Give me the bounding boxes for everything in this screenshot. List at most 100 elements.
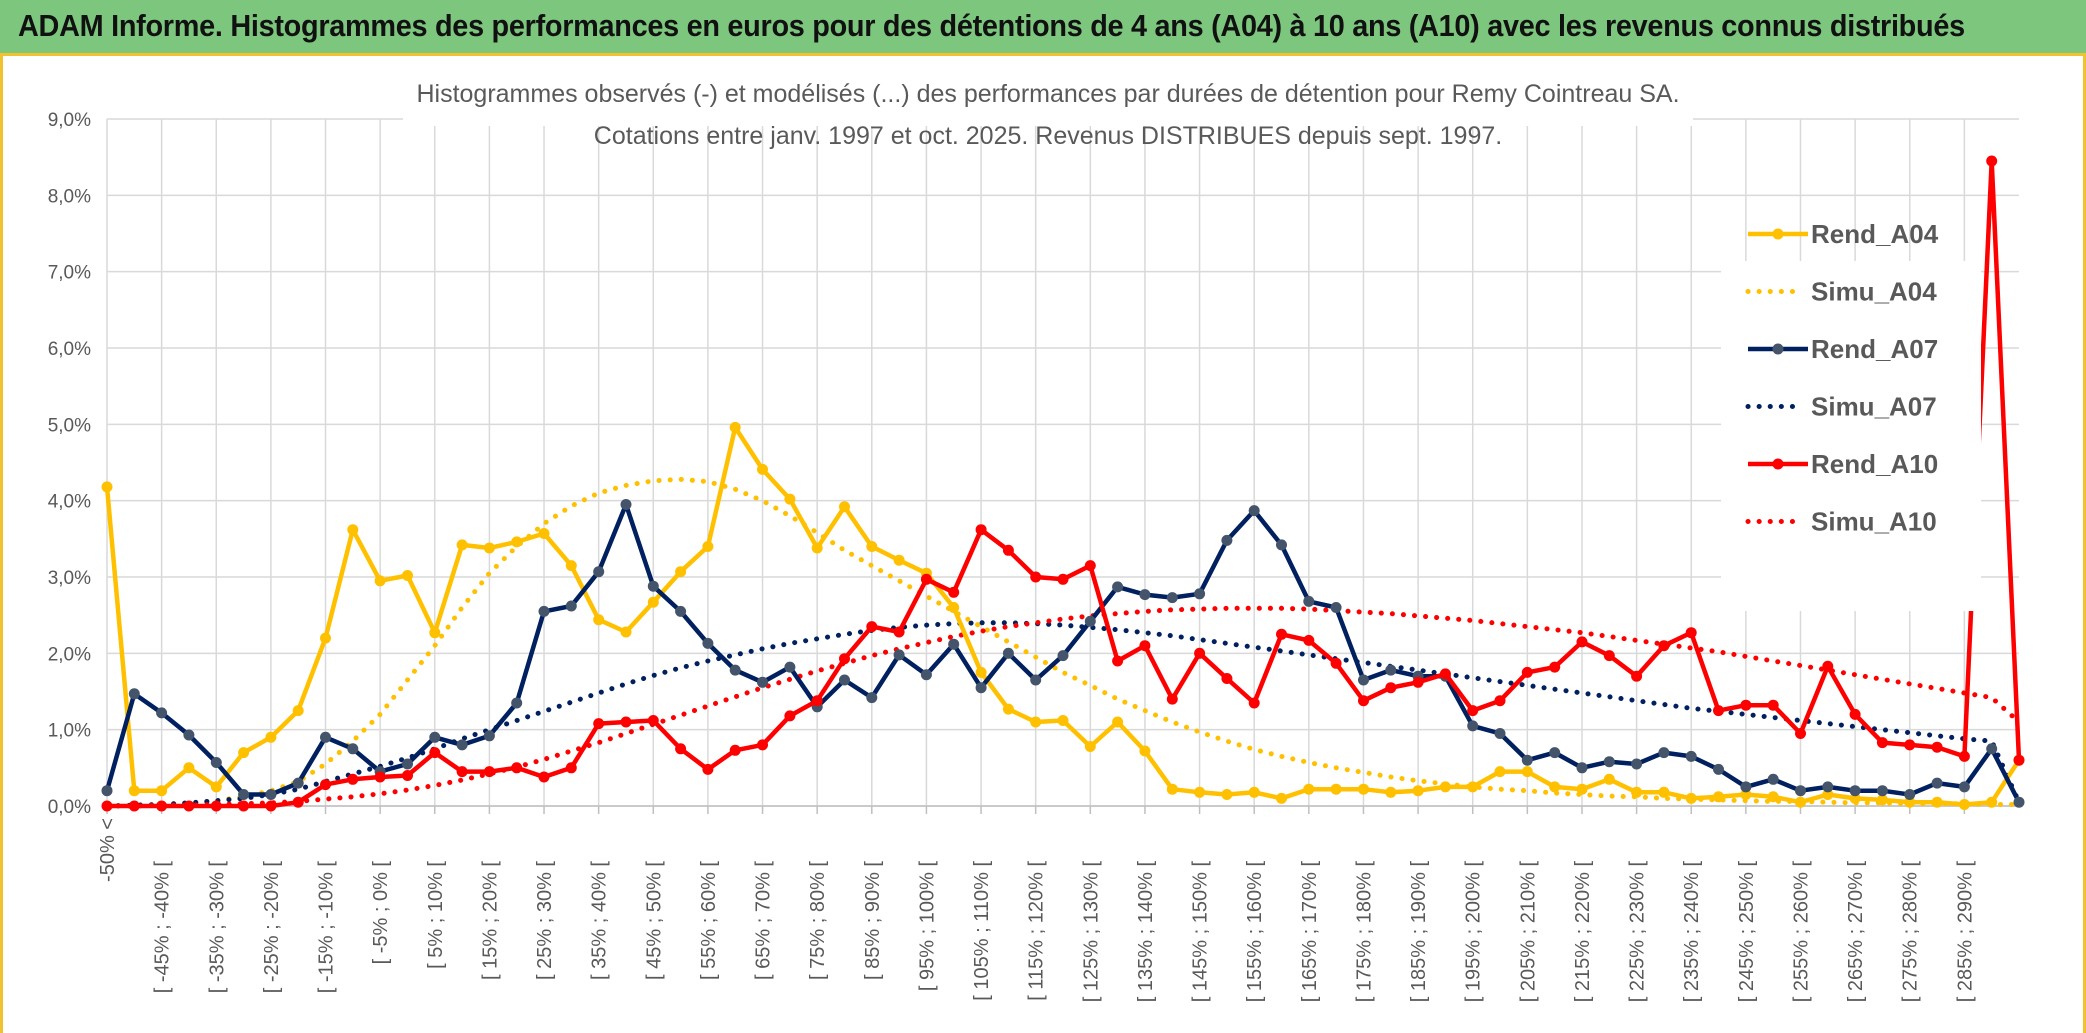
y-tick-label: 0,0% <box>48 797 91 818</box>
data-point <box>784 710 796 722</box>
data-point <box>1767 773 1779 785</box>
series-rend-a07 <box>101 499 2025 808</box>
x-tick-label: [ 215% ; 220% [ <box>1572 861 1594 1003</box>
data-point <box>538 771 550 783</box>
data-point <box>866 692 878 704</box>
data-point <box>511 536 523 548</box>
data-point <box>620 499 632 510</box>
data-point <box>1713 705 1724 717</box>
data-point <box>1576 783 1588 795</box>
data-point <box>1330 783 1342 795</box>
data-point <box>1084 560 1096 572</box>
chart-title: Histogrammes observés (-) et modélisés (… <box>416 80 1679 108</box>
data-point <box>975 524 987 536</box>
legend-entry-simu-a07: Simu_A07 <box>1745 392 1937 422</box>
data-point <box>1685 792 1697 804</box>
data-point <box>702 637 714 649</box>
data-point <box>1221 534 1233 546</box>
data-point <box>456 766 468 778</box>
x-tick-label: [ 275% ; 280% [ <box>1900 861 1922 1003</box>
data-point <box>2013 754 2025 766</box>
x-tick-label: [ 75% ; 80% [ <box>807 861 829 980</box>
data-point <box>1166 783 1178 795</box>
data-point <box>893 649 905 661</box>
x-tick-label: [ 175% ; 180% [ <box>1353 861 1375 1003</box>
data-point <box>1194 588 1206 600</box>
x-tick-label: [ 235% ; 240% [ <box>1681 861 1703 1003</box>
data-point <box>429 747 441 759</box>
x-tick-label: [ 185% ; 190% [ <box>1408 861 1430 1003</box>
data-point <box>128 800 140 812</box>
data-point <box>565 600 577 612</box>
data-point <box>920 669 932 681</box>
data-point <box>1358 674 1369 686</box>
chart-frame: 0,0% 1,0% 2,0% 3,0% 4,0% 5,0% 6,0% 7,0% 8,0% 9,0%… <box>0 56 2086 1033</box>
data-point <box>702 763 714 775</box>
x-tick-label: [ 195% ; 200% [ <box>1463 861 1485 1003</box>
x-tick-label: [ 135% ; 140% [ <box>1135 861 1157 1003</box>
data-point <box>1795 785 1806 797</box>
x-tick-label: [ 285% ; 290% [ <box>1954 861 1976 1003</box>
data-point <box>1958 781 1970 793</box>
data-point <box>1030 674 1042 686</box>
data-point <box>702 541 714 552</box>
data-point <box>538 528 550 539</box>
x-tick-label: [ 105% ; 110% [ <box>971 861 993 1001</box>
legend-label: Rend_A10 <box>1811 449 1938 479</box>
data-point <box>101 785 113 797</box>
data-point <box>1002 703 1014 715</box>
x-tick-label: -50% < <box>97 818 119 882</box>
legend-entry-simu-a10: Simu_A10 <box>1745 507 1937 537</box>
data-point <box>1986 743 1998 755</box>
title-background <box>403 58 1693 126</box>
x-tick-label: [ 115% ; 120% [ <box>1026 861 1048 1001</box>
data-point <box>1904 789 1916 800</box>
data-point <box>1521 766 1533 778</box>
data-point <box>1221 673 1233 684</box>
x-tick-label: [ 55% ; 60% [ <box>698 861 720 980</box>
data-point <box>565 560 577 572</box>
report-header: ADAM Informe. Histogrammes des performan… <box>0 0 2086 56</box>
y-tick-label: 2,0% <box>48 644 91 665</box>
legend-label: Rend_A04 <box>1811 219 1939 249</box>
y-tick-label: 9,0% <box>48 110 91 131</box>
data-point <box>784 661 796 673</box>
data-point <box>757 463 768 475</box>
x-tick-label: [ 265% ; 270% [ <box>1845 861 1867 1003</box>
data-point <box>374 771 386 783</box>
data-point <box>675 605 687 617</box>
data-point <box>1166 592 1178 604</box>
data-point <box>1412 676 1424 688</box>
data-point <box>1931 741 1943 753</box>
data-point <box>1631 786 1643 798</box>
data-point <box>347 773 359 785</box>
data-point <box>1276 628 1287 640</box>
data-point <box>1986 155 1998 167</box>
data-point <box>1795 796 1806 808</box>
data-point <box>347 524 359 536</box>
x-tick-label: [ 155% ; 160% [ <box>1244 861 1266 1003</box>
data-point <box>1549 781 1561 793</box>
data-point <box>1112 716 1124 728</box>
data-point <box>866 621 878 633</box>
data-point <box>402 770 413 781</box>
data-point <box>456 539 468 551</box>
data-point <box>1740 699 1752 711</box>
x-tick-label: [ 65% ; 70% [ <box>753 861 775 980</box>
data-point <box>1576 636 1588 648</box>
data-point <box>1713 763 1724 775</box>
legend-label: Simu_A10 <box>1811 507 1937 537</box>
data-point <box>402 758 413 770</box>
data-point <box>1112 655 1124 667</box>
data-point <box>1030 571 1042 583</box>
data-point <box>811 542 823 554</box>
data-point <box>729 664 741 676</box>
data-point <box>1685 627 1697 639</box>
data-point <box>238 747 250 759</box>
x-tick-label: [ -35% ; -30% [ <box>206 861 228 994</box>
data-point <box>1658 747 1670 759</box>
data-point <box>320 779 331 791</box>
data-point <box>1685 750 1697 762</box>
data-point <box>1822 781 1834 793</box>
x-tick-label: [ 15% ; 20% [ <box>479 861 501 980</box>
